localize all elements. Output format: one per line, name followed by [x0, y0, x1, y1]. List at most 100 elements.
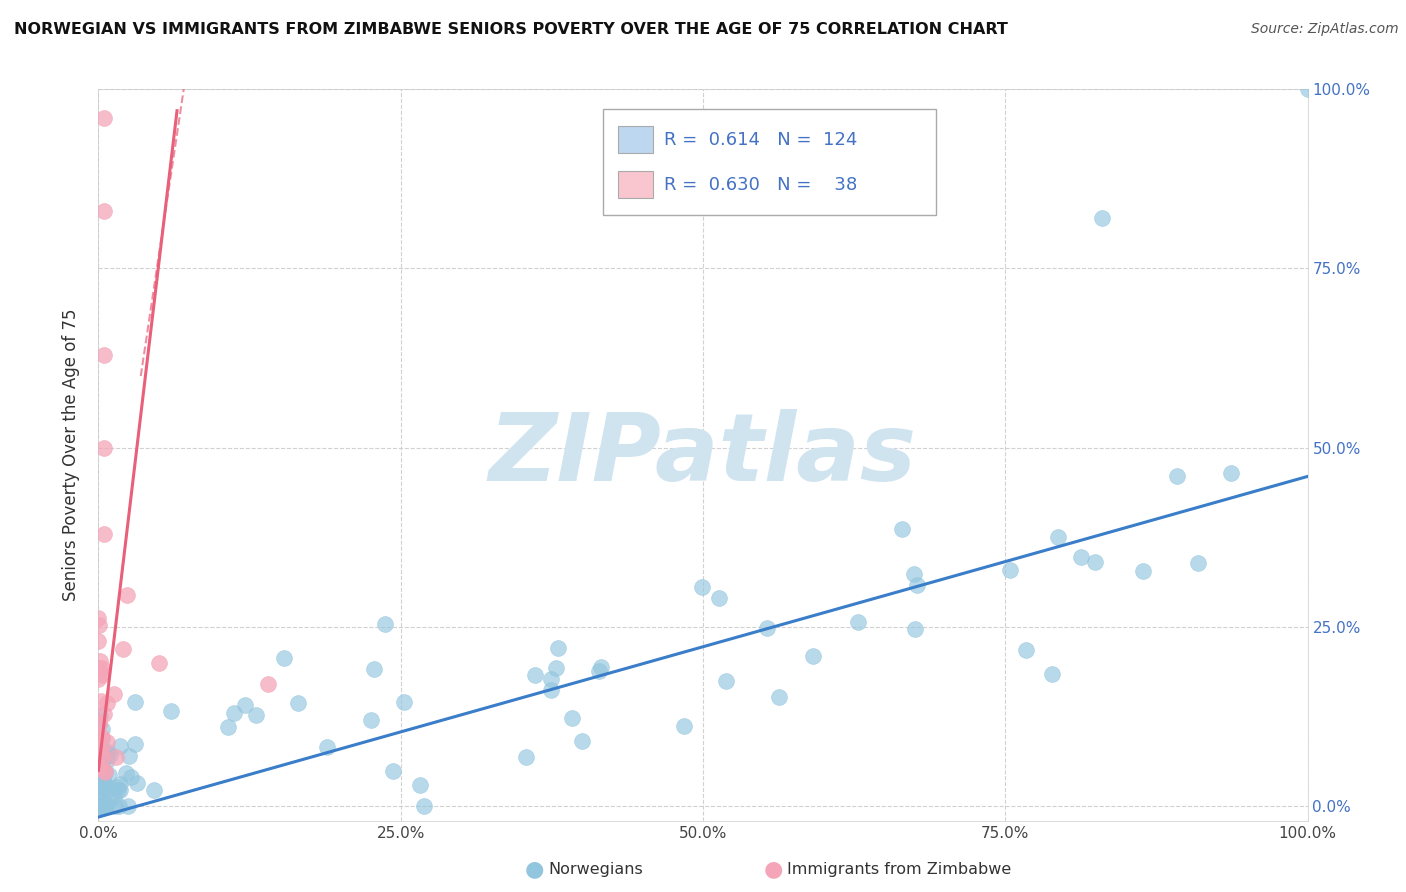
Text: Source: ZipAtlas.com: Source: ZipAtlas.com [1251, 22, 1399, 37]
Point [233, 698, 256, 713]
Point [1015, 643, 1038, 657]
Point [90, 765, 112, 780]
Point [111, 641, 134, 656]
Point [1166, 468, 1188, 483]
Point [89, 654, 111, 668]
Point [87, 731, 110, 745]
Point [91, 773, 114, 788]
Point [904, 622, 927, 636]
Point [108, 782, 131, 797]
Point [672, 719, 695, 733]
Point [87, 633, 110, 648]
Point [217, 720, 239, 734]
Point [87, 611, 110, 625]
Point [93, 204, 115, 219]
Point [87, 753, 110, 767]
Point [90, 756, 112, 770]
Point [91, 746, 114, 760]
Point [87, 736, 110, 750]
Point [90, 750, 112, 764]
Point [104, 749, 127, 764]
Point [363, 662, 385, 676]
Point [142, 783, 165, 797]
Point [124, 695, 146, 709]
Point [91, 776, 114, 790]
Point [87, 799, 110, 814]
Point [93, 441, 115, 455]
Point [87, 799, 110, 814]
Point [127, 776, 149, 790]
Point [540, 683, 562, 698]
Point [89, 759, 111, 773]
Point [91, 661, 114, 675]
Point [589, 660, 612, 674]
Point [124, 737, 146, 751]
Point [96, 696, 118, 710]
Point [91, 761, 114, 775]
Point [1070, 550, 1092, 565]
Point [287, 696, 309, 710]
Point [90, 747, 112, 762]
Point [90, 694, 112, 708]
Point [89, 799, 111, 814]
Text: NORWEGIAN VS IMMIGRANTS FROM ZIMBABWE SENIORS POVERTY OVER THE AGE OF 75 CORRELA: NORWEGIAN VS IMMIGRANTS FROM ZIMBABWE SE… [14, 22, 1008, 37]
Point [105, 780, 128, 795]
Point [801, 649, 824, 664]
Point [96, 755, 118, 769]
Point [93, 774, 115, 789]
Point [103, 687, 125, 701]
Point [87, 770, 110, 784]
Point [846, 615, 869, 629]
Point [98, 768, 121, 782]
Point [117, 589, 139, 603]
Text: Immigrants from Zimbabwe: Immigrants from Zimbabwe [787, 863, 1011, 877]
Point [907, 578, 929, 592]
Point [89, 799, 111, 814]
Point [159, 705, 181, 719]
Point [903, 566, 925, 581]
Point [87, 793, 110, 807]
Point [98, 780, 121, 795]
Point [890, 523, 912, 537]
Point [96, 734, 118, 748]
Point [690, 581, 713, 595]
Point [93, 706, 115, 721]
Point [91, 751, 114, 765]
Point [87, 768, 110, 782]
Point [90, 743, 112, 757]
Point [89, 729, 111, 743]
Point [87, 787, 110, 801]
Point [256, 677, 278, 691]
Point [89, 759, 111, 773]
Text: ●: ● [763, 860, 783, 880]
Point [90, 722, 112, 736]
Point [89, 734, 111, 748]
Point [93, 111, 115, 125]
Point [768, 690, 790, 705]
Point [755, 621, 778, 635]
Point [90, 742, 112, 756]
Point [93, 526, 115, 541]
Point [93, 780, 115, 795]
Point [107, 783, 129, 797]
Point [90, 762, 112, 776]
Point [104, 799, 127, 814]
Y-axis label: Seniors Poverty Over the Age of 75: Seniors Poverty Over the Age of 75 [62, 309, 80, 601]
Point [998, 563, 1021, 577]
Point [91, 798, 114, 813]
Point [87, 716, 110, 731]
Point [90, 730, 112, 744]
Point [1084, 555, 1107, 569]
Point [547, 640, 569, 655]
Text: Norwegians: Norwegians [548, 863, 643, 877]
Point [245, 708, 267, 723]
Point [90, 772, 112, 786]
Point [87, 714, 110, 729]
Point [97, 793, 120, 807]
Point [108, 799, 131, 814]
Point [89, 770, 111, 784]
Point [273, 651, 295, 665]
Point [94, 765, 117, 780]
Point [93, 764, 115, 778]
Point [87, 729, 110, 743]
